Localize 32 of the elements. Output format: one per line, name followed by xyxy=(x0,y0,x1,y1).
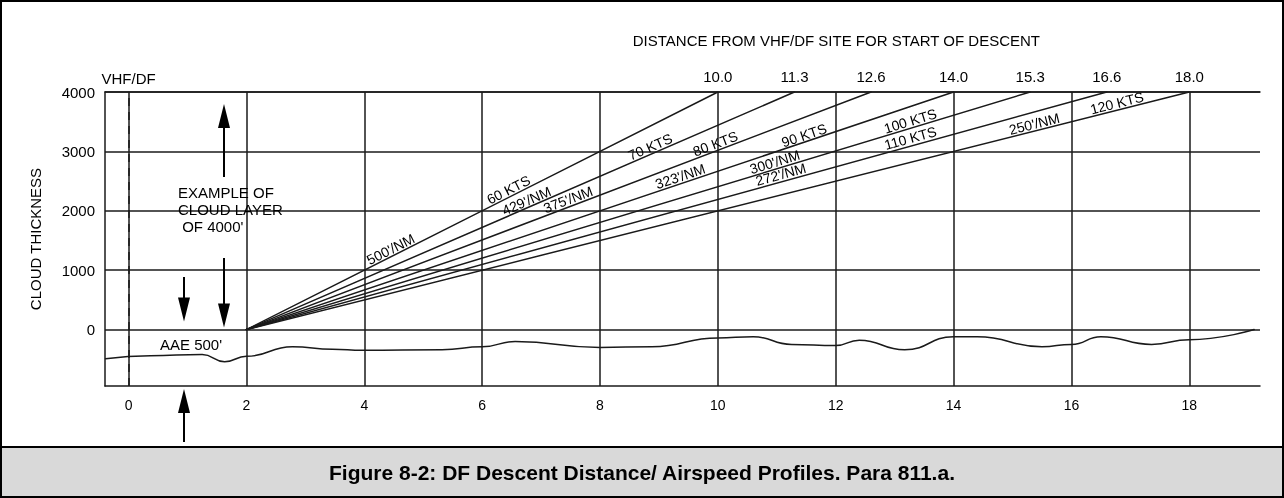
x-tick-label: 2 xyxy=(242,397,251,413)
annotation: 120 KTS xyxy=(1088,88,1146,118)
x2-tick-label: 16.6 xyxy=(1092,68,1122,85)
x2-tick-label: 15.3 xyxy=(1015,68,1045,85)
x2-tick-label: 18.0 xyxy=(1174,68,1204,85)
x-tick-label: 8 xyxy=(596,397,605,413)
y-axis-title: CLOUD THICKNESS xyxy=(27,167,44,311)
annotation: 80 KTS xyxy=(690,127,741,160)
annotation: 70 KTS xyxy=(625,130,675,164)
x-tick-label: 4 xyxy=(360,397,369,413)
x-tick-label: 16 xyxy=(1063,397,1080,413)
y-tick-label: 2000 xyxy=(61,202,95,220)
y-tick-label: 3000 xyxy=(61,142,95,160)
x-tick-label: 14 xyxy=(945,397,962,413)
y-tick-label: 4000 xyxy=(61,83,95,101)
x2-tick-label: 14.0 xyxy=(938,68,969,85)
text: Figure 8-2: DF Descent Distance/ Airspeed Profiles. Para 811.a. xyxy=(2,446,1282,498)
x2-tick-label: 10.0 xyxy=(703,68,733,85)
x-tick-label: 6 xyxy=(478,397,487,413)
ref-line-label: VHF/DF xyxy=(101,70,156,87)
x-tick-label: 10 xyxy=(710,397,726,413)
annotation: 90 KTS xyxy=(779,120,829,151)
y-tick-label: 1000 xyxy=(61,261,95,279)
x-tick-label: 18 xyxy=(1181,397,1198,413)
x-tick-label: 0 xyxy=(124,397,133,413)
y-tick-label: 0 xyxy=(86,321,95,339)
annotation: 250'/NM xyxy=(1007,109,1062,138)
annotation: AAE 500' xyxy=(160,336,223,353)
x2-tick-label: 12.6 xyxy=(856,68,886,85)
x2-axis-title: DISTANCE FROM VHF/DF SITE FOR START OF DESCENT xyxy=(632,32,1040,49)
x2-tick-label: 11.3 xyxy=(780,68,809,85)
x-tick-label: 12 xyxy=(827,397,844,413)
